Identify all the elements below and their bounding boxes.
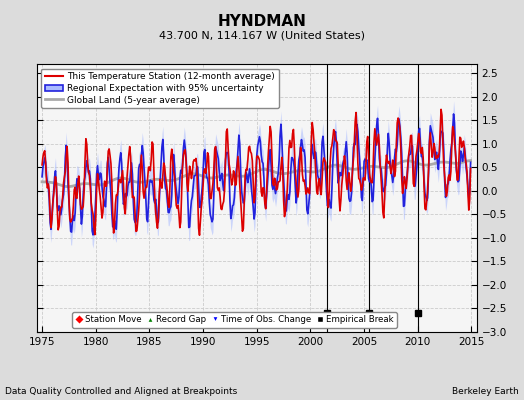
Legend: Station Move, Record Gap, Time of Obs. Change, Empirical Break: Station Move, Record Gap, Time of Obs. C… [72,312,397,328]
Text: 43.700 N, 114.167 W (United States): 43.700 N, 114.167 W (United States) [159,30,365,40]
Text: Berkeley Earth: Berkeley Earth [452,387,519,396]
Text: Data Quality Controlled and Aligned at Breakpoints: Data Quality Controlled and Aligned at B… [5,387,237,396]
Text: HYNDMAN: HYNDMAN [217,14,307,29]
